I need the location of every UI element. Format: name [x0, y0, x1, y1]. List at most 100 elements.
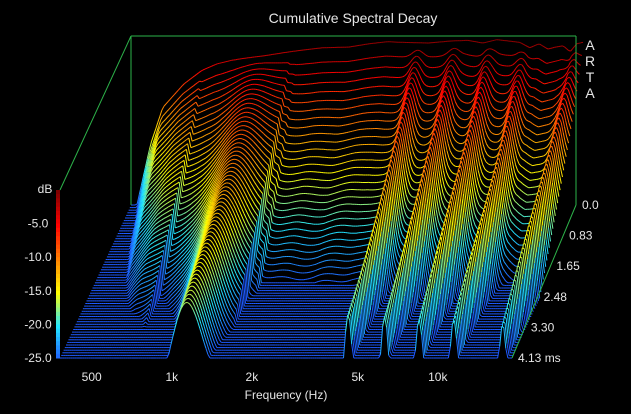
decay-slice-segment — [155, 122, 159, 130]
decay-slice-segment — [333, 205, 337, 208]
decay-slice-segment — [528, 56, 531, 59]
decay-slice-segment — [484, 78, 488, 85]
decay-slice-segment — [406, 54, 410, 57]
decay-slice-segment — [424, 111, 427, 114]
decay-slice-segment — [493, 49, 496, 52]
decay-slice-segment — [413, 50, 416, 53]
decay-slice-segment — [443, 77, 447, 83]
decay-slice-segment — [267, 124, 271, 127]
decay-slice-segment — [418, 134, 422, 137]
decay-slice-segment — [488, 77, 492, 83]
decay-slice-segment — [501, 121, 505, 126]
decay-slice-segment — [446, 57, 450, 61]
decay-slice-segment — [489, 70, 493, 76]
decay-slice-segment — [573, 94, 577, 100]
decay-slice-segment — [266, 98, 269, 101]
decay-slice-segment — [169, 127, 173, 131]
decay-slice-segment — [153, 128, 157, 136]
decay-slice-segment — [254, 108, 257, 111]
decay-slice-segment — [514, 60, 518, 64]
decay-slice-segment — [166, 158, 170, 162]
decay-slice-segment — [514, 96, 518, 102]
decay-slice-segment — [232, 69, 235, 71]
decay-slice-segment — [514, 75, 518, 79]
decay-slice-segment — [205, 139, 208, 142]
decay-slice-segment — [351, 145, 355, 147]
decay-slice-segment — [516, 69, 519, 73]
decay-slice-segment — [446, 66, 450, 71]
decay-slice-segment — [458, 49, 461, 52]
decay-slice-segment — [280, 105, 284, 114]
decay-slice-segment — [163, 144, 167, 148]
decay-slice-segment — [493, 156, 496, 158]
decay-slice-segment — [531, 140, 535, 143]
decay-slice-segment — [179, 113, 183, 116]
decay-slice-segment — [162, 154, 166, 158]
decay-slice-segment — [263, 79, 267, 82]
decay-slice-segment — [342, 169, 345, 171]
decay-slice-segment — [187, 94, 191, 97]
decay-slice-segment — [194, 126, 197, 129]
decay-slice-segment — [405, 64, 409, 67]
decay-slice-segment — [272, 88, 276, 91]
decay-slice-segment — [251, 103, 254, 105]
decay-slice-segment — [223, 99, 226, 102]
decay-slice-segment — [200, 141, 204, 144]
decay-slice-segment — [223, 114, 227, 118]
decay-slice-segment — [529, 76, 533, 79]
decay-slice-segment — [231, 122, 235, 126]
decay-slice-segment — [159, 128, 163, 132]
decay-slice-segment — [460, 99, 464, 103]
decay-slice-segment — [432, 122, 435, 127]
decay-slice-segment — [476, 72, 480, 76]
decay-slice-segment — [231, 103, 234, 106]
decay-slice-segment — [172, 149, 175, 152]
decay-slice-segment — [285, 78, 289, 83]
decay-slice-segment — [165, 116, 168, 120]
decay-slice-segment — [480, 76, 484, 79]
decay-slice-segment — [553, 120, 557, 126]
decay-slice-segment — [538, 79, 541, 83]
decay-slice-segment — [219, 88, 223, 91]
decay-slice-segment — [566, 48, 569, 51]
decay-slice-segment — [482, 61, 486, 66]
decay-slice-segment — [419, 95, 423, 101]
decay-slice-segment — [257, 89, 260, 91]
decay-slice-segment — [538, 109, 542, 111]
decay-slice-segment — [147, 159, 151, 167]
decay-slice-segment — [216, 97, 219, 99]
decay-slice-segment — [275, 216, 278, 218]
decay-slice-segment — [178, 95, 182, 99]
decay-slice-segment — [480, 113, 484, 123]
decay-slice-segment — [208, 65, 212, 68]
decay-slice-segment — [247, 116, 251, 119]
decay-slice-segment — [515, 106, 518, 117]
decay-slice-segment — [143, 189, 147, 196]
decay-slice-segment — [284, 157, 288, 160]
decay-slice-segment — [185, 108, 189, 111]
decay-slice-segment — [332, 212, 336, 215]
decay-slice-segment — [453, 76, 457, 83]
decay-slice-segment — [284, 113, 288, 116]
decay-slice-segment — [170, 116, 173, 120]
decay-slice-segment — [273, 75, 276, 78]
decay-slice-segment — [190, 158, 193, 161]
decay-slice-segment — [526, 128, 530, 131]
decay-slice-segment — [541, 100, 545, 103]
decay-slice-segment — [416, 55, 419, 58]
decay-slice-segment — [528, 85, 532, 88]
decay-slice-segment — [165, 155, 169, 159]
decay-slice-segment — [188, 137, 192, 148]
decay-slice-segment — [420, 166, 423, 169]
decay-slice-segment — [414, 123, 418, 131]
decay-slice-segment — [485, 130, 489, 137]
decay-slice-segment — [350, 138, 354, 140]
decay-slice-segment — [353, 122, 356, 124]
decay-slice-segment — [171, 125, 175, 129]
decay-slice-segment — [466, 53, 469, 56]
decay-slice-segment — [540, 59, 544, 62]
decay-slice-segment — [536, 149, 540, 151]
decay-slice-segment — [512, 101, 516, 107]
decay-slice-segment — [425, 54, 428, 57]
decay-slice-segment — [200, 153, 204, 156]
